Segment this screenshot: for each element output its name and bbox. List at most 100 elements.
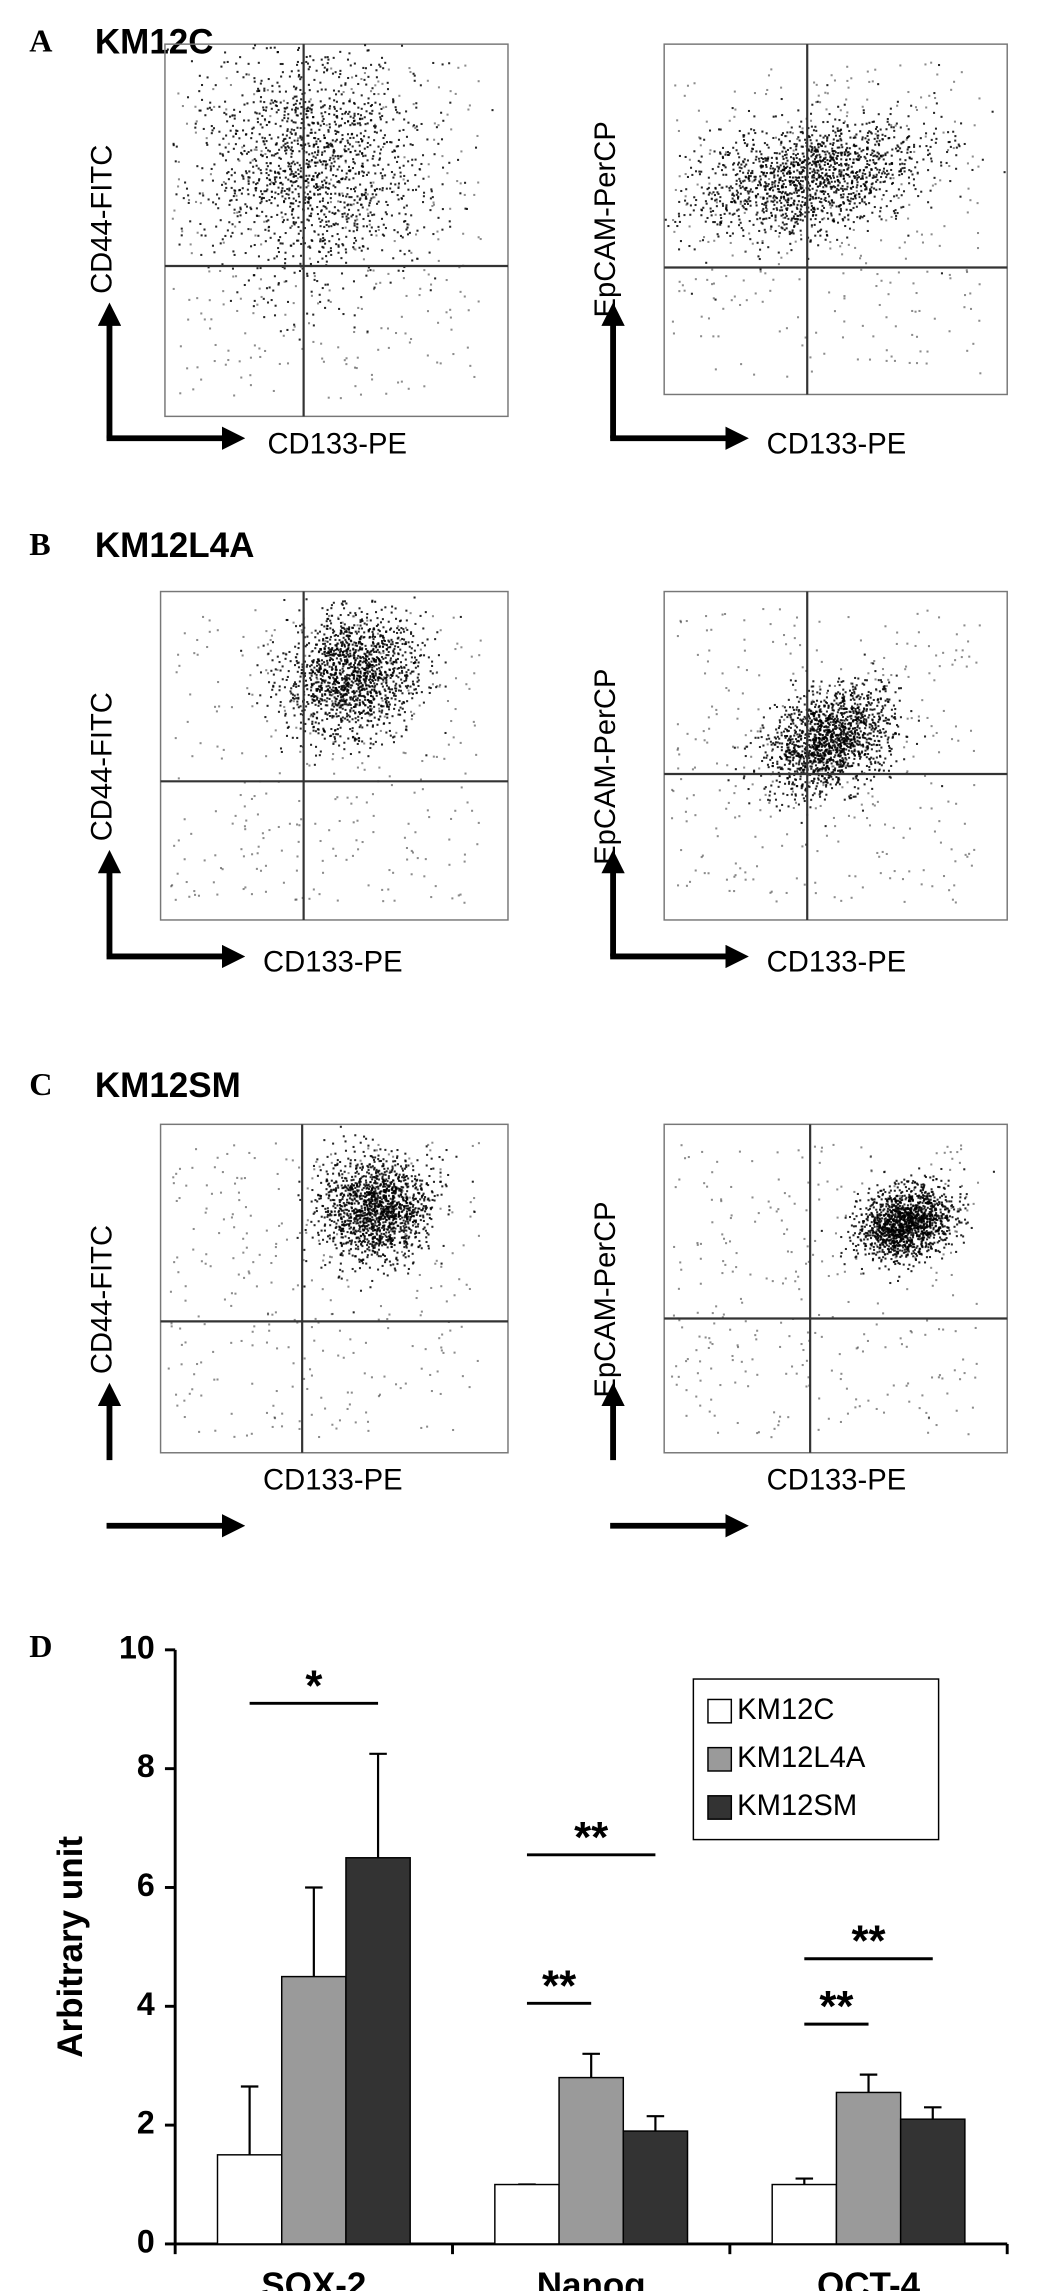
flow-event <box>214 84 217 87</box>
flow-event <box>232 147 235 150</box>
flow-event <box>333 105 336 108</box>
flow-event <box>916 172 919 175</box>
flow-event <box>279 242 282 245</box>
flow-event <box>300 98 303 101</box>
flow-event <box>358 661 361 664</box>
flow-event <box>360 78 363 81</box>
flow-event <box>263 89 266 92</box>
flow-event <box>835 191 838 194</box>
flow-event <box>340 625 343 628</box>
flow-event <box>822 193 825 196</box>
flow-event <box>752 223 755 226</box>
flow-event <box>284 142 287 145</box>
flow-event <box>876 168 879 171</box>
flow-event <box>830 74 833 77</box>
flow-event <box>318 639 321 642</box>
flow-event <box>291 696 294 699</box>
flow-event <box>749 200 752 203</box>
flow-event <box>802 155 805 158</box>
flow-event <box>269 115 272 118</box>
flow-event <box>387 701 390 704</box>
flow-event <box>400 380 403 383</box>
flow-event <box>244 332 247 335</box>
flow-event <box>333 662 336 665</box>
flow-event <box>342 313 345 316</box>
flow-event <box>310 686 313 689</box>
flow-event <box>801 219 804 222</box>
flow-event <box>287 161 290 164</box>
flow-event <box>347 636 350 639</box>
flow-event <box>337 251 340 254</box>
flow-event <box>405 679 408 682</box>
flow-event <box>311 152 314 155</box>
flow-event <box>347 634 350 637</box>
flow-event <box>899 170 902 173</box>
flow-event <box>329 142 332 145</box>
flow-event <box>194 126 197 129</box>
flow-event <box>344 688 347 691</box>
flow-event <box>831 158 834 161</box>
flow-event <box>841 151 844 154</box>
flow-event <box>352 709 355 712</box>
flow-event <box>742 200 745 203</box>
flow-event <box>792 232 795 235</box>
flow-event <box>406 226 409 229</box>
flow-event <box>464 181 467 184</box>
flow-event <box>832 138 835 141</box>
flow-event <box>823 150 826 153</box>
flow-event <box>200 312 203 315</box>
flow-event <box>837 184 840 187</box>
flow-event <box>766 88 769 91</box>
flow-event <box>868 121 871 124</box>
flow-event <box>842 201 845 204</box>
flow-event <box>293 163 296 166</box>
flow-event <box>794 176 797 179</box>
flow-event <box>362 674 365 677</box>
flow-event <box>265 47 268 50</box>
flow-event <box>802 189 805 192</box>
flow-event <box>745 186 748 189</box>
flow-event <box>294 121 297 124</box>
flow-event <box>465 683 468 686</box>
flow-event <box>331 658 334 661</box>
flow-event <box>764 174 767 177</box>
flow-event <box>373 150 376 153</box>
flow-event <box>763 142 766 145</box>
flow-event <box>347 674 350 677</box>
flow-event <box>763 203 766 206</box>
flow-event <box>861 105 864 108</box>
flow-event <box>280 75 283 78</box>
flow-event <box>273 232 276 235</box>
flow-event <box>363 135 366 138</box>
flow-event <box>265 792 268 795</box>
flow-event <box>830 214 833 217</box>
flow-event <box>361 162 364 165</box>
flow-event <box>798 278 801 281</box>
flow-event <box>866 160 869 163</box>
flow-event <box>940 115 943 118</box>
flow-event <box>394 607 397 610</box>
flow-event <box>800 238 803 241</box>
flow-event <box>446 172 449 175</box>
flow-event <box>226 172 229 175</box>
flow-event <box>341 699 344 703</box>
flow-event <box>765 217 768 220</box>
flow-event <box>845 173 848 176</box>
flow-event <box>864 184 867 187</box>
flow-event <box>830 199 833 202</box>
flow-event <box>360 635 363 638</box>
flow-event <box>247 228 250 231</box>
flow-event <box>836 179 839 182</box>
flow-event <box>191 755 194 758</box>
flow-event <box>702 206 705 209</box>
flow-event <box>764 181 767 184</box>
flow-event <box>310 689 313 692</box>
flow-event <box>342 689 345 692</box>
flow-event <box>341 703 344 706</box>
flow-event <box>277 283 280 286</box>
flow-event <box>349 64 352 67</box>
flow-event <box>890 355 893 358</box>
flow-event <box>210 108 213 111</box>
flow-event <box>357 719 360 722</box>
flow-event <box>372 831 375 834</box>
